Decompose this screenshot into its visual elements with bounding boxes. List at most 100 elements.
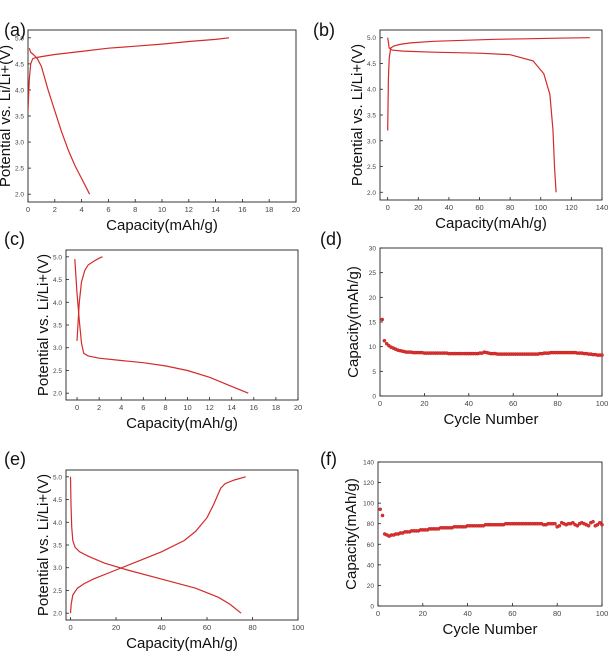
- x-tick-label: 6: [141, 403, 145, 412]
- x-tick-label: 8: [133, 205, 137, 214]
- data-point: [600, 353, 604, 357]
- y-axis-title: Potential vs. Li/Li+(V): [0, 45, 14, 187]
- x-tick-label: 10: [158, 205, 166, 214]
- y-tick-label: 2.0: [15, 192, 24, 199]
- data-point: [598, 520, 602, 525]
- x-tick-label: 0: [75, 403, 79, 412]
- x-tick-label: 20: [294, 403, 302, 412]
- y-tick-label: 3.5: [15, 114, 24, 121]
- y-axis-title: Capacity(mAh/g): [343, 478, 360, 590]
- y-tick-label: 4.0: [53, 300, 62, 307]
- y-tick-label: 10: [369, 344, 377, 351]
- x-axis-title: Capacity(mAh/g): [435, 215, 547, 232]
- x-axis-title: Capacity(mAh/g): [126, 635, 238, 652]
- y-tick-label: 60: [367, 542, 375, 549]
- data-point: [380, 317, 385, 322]
- x-tick-label: 6: [106, 205, 110, 214]
- plot-frame: [379, 247, 603, 397]
- y-tick-label: 20: [369, 295, 377, 302]
- panel-label: (b): [313, 20, 335, 40]
- y-axis-title: Potential vs. Li/Li+(V): [349, 44, 366, 186]
- plot-frame: [27, 29, 297, 203]
- x-axis-title: Capacity(mAh/g): [106, 217, 218, 234]
- plot-frame: [379, 29, 603, 201]
- x-tick-label: 0: [386, 203, 390, 212]
- x-tick-label: 40: [157, 623, 165, 632]
- y-tick-label: 30: [369, 246, 377, 253]
- x-tick-label: 2: [53, 205, 57, 214]
- series-line-2: [387, 37, 557, 193]
- y-tick-label: 15: [369, 320, 377, 327]
- x-tick-label: 16: [238, 205, 246, 214]
- y-tick-label: 20: [367, 583, 375, 590]
- x-tick-label: 18: [265, 205, 273, 214]
- x-tick-label: 4: [80, 205, 84, 214]
- y-tick-label: 5.0: [53, 254, 62, 261]
- panel-c: (c) 0 2 4 6 8 10 12 14 16 18 20 2.0 2.5 3.0 3.5 4.0 4.5 5.…: [4, 229, 302, 432]
- x-tick-label: 80: [553, 399, 561, 408]
- x-tick-label: 0: [68, 623, 72, 632]
- x-tick-label: 140: [596, 203, 609, 212]
- data-point: [553, 521, 557, 526]
- y-tick-label: 2.0: [53, 391, 62, 398]
- panel-e: (e) 0 20 40 60 80 100 2.0 2.5 3.0 3.5 4.0 4.5 5.0 Capa…: [4, 449, 304, 652]
- y-tick-label: 3.0: [367, 138, 376, 145]
- data-point: [384, 341, 389, 346]
- y-tick-label: 2.5: [53, 368, 62, 375]
- y-tick-label: 4.0: [367, 87, 376, 94]
- y-tick-label: 2.5: [367, 164, 376, 171]
- x-tick-label: 16: [250, 403, 258, 412]
- y-tick-label: 2.0: [367, 190, 376, 197]
- series-line-2: [74, 259, 249, 394]
- y-tick-label: 2.0: [53, 611, 62, 618]
- x-tick-label: 20: [414, 203, 422, 212]
- panel-label: (e): [4, 449, 26, 469]
- panel-f: (f) 0 20 40 60 80 100 0 20 40 60 80 100 120 140 Cycle N…: [320, 449, 608, 638]
- x-tick-label: 80: [506, 203, 514, 212]
- x-tick-label: 8: [163, 403, 167, 412]
- data-point: [595, 522, 600, 527]
- plot-frame: [65, 469, 299, 621]
- x-tick-label: 14: [228, 403, 236, 412]
- panel-label: (d): [320, 229, 342, 249]
- series-line-1: [28, 37, 230, 111]
- y-tick-label: 3.5: [367, 113, 376, 120]
- y-axis-title: Potential vs. Li/Li+(V): [35, 474, 52, 616]
- data-point: [557, 524, 562, 528]
- plot-frame: [377, 461, 603, 607]
- x-tick-label: 40: [445, 203, 453, 212]
- y-axis-title: Capacity(mAh/g): [345, 266, 362, 378]
- x-tick-label: 120: [565, 203, 578, 212]
- x-axis-title: Cycle Number: [442, 621, 537, 638]
- x-tick-label: 60: [509, 399, 517, 408]
- y-tick-label: 4.5: [53, 497, 62, 504]
- x-tick-label: 100: [535, 203, 548, 212]
- x-tick-label: 80: [248, 623, 256, 632]
- y-tick-label: 4.0: [15, 87, 24, 94]
- x-tick-label: 20: [292, 205, 300, 214]
- x-tick-label: 10: [183, 403, 191, 412]
- y-tick-label: 2.5: [15, 166, 24, 173]
- y-tick-label: 5.0: [15, 35, 24, 42]
- y-tick-label: 100: [363, 501, 374, 508]
- y-tick-label: 0: [370, 604, 374, 611]
- panel-d: (d) 0 20 40 60 80 100 0 5 10 15 20 25 30 Cycle Number C…: [320, 229, 608, 428]
- x-axis-title: Capacity(mAh/g): [126, 415, 238, 432]
- series-line-1: [387, 37, 590, 131]
- y-tick-label: 120: [363, 480, 374, 487]
- plot-frame: [65, 249, 299, 401]
- y-tick-label: 5.0: [53, 474, 62, 481]
- y-tick-label: 5.0: [367, 35, 376, 42]
- y-tick-label: 40: [367, 562, 375, 569]
- x-tick-label: 100: [596, 609, 609, 618]
- x-tick-label: 100: [596, 399, 609, 408]
- y-tick-label: 5: [372, 369, 376, 376]
- x-tick-label: 20: [112, 623, 120, 632]
- panel-b: (b) 0 20 40 60 80 100 120 140 2.0 2.5 3.0 3.5 4.0 4.5 5…: [313, 20, 608, 232]
- y-tick-label: 4.5: [367, 61, 376, 68]
- x-tick-label: 20: [419, 609, 427, 618]
- x-tick-label: 60: [508, 609, 516, 618]
- x-axis-title: Cycle Number: [443, 411, 538, 428]
- data-point: [382, 338, 387, 343]
- y-tick-label: 4.0: [53, 520, 62, 527]
